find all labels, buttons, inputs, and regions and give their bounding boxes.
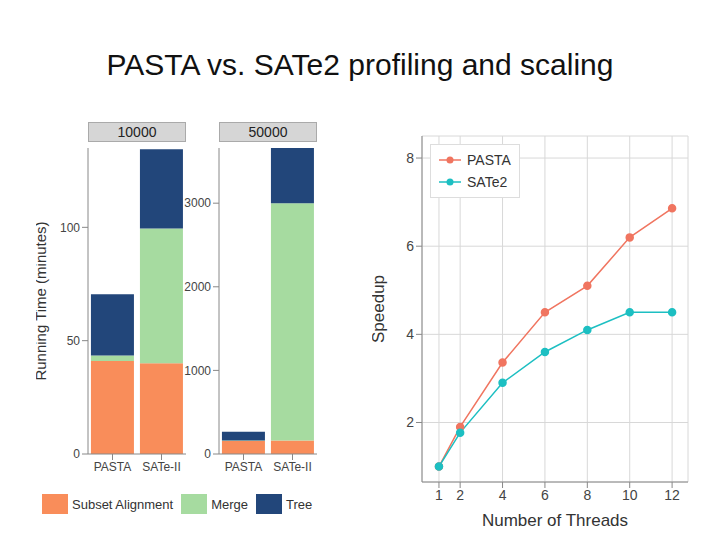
html-text:SATe2: SATe2 — [467, 174, 508, 190]
svg-text:4: 4 — [499, 487, 507, 503]
svg-text:1: 1 — [435, 487, 443, 503]
html-text:10000: 10000 — [117, 124, 157, 140]
svg-text:Running Time (minutes): Running Time (minutes) — [36, 221, 49, 380]
svg-text:2: 2 — [456, 487, 464, 503]
svg-text:Number of Threads: Number of Threads — [482, 511, 628, 528]
html-text:PASTA: PASTA — [467, 152, 511, 168]
svg-text:100: 100 — [60, 221, 80, 235]
svg-text:PASTA: PASTA — [94, 460, 132, 474]
svg-text:10: 10 — [622, 487, 638, 503]
svg-text:PASTA: PASTA — [225, 460, 263, 474]
svg-text:6: 6 — [406, 238, 414, 254]
svg-text:50: 50 — [67, 334, 81, 348]
html-text:Subset Alignment: Subset Alignment — [72, 496, 174, 512]
svg-text:8: 8 — [583, 487, 591, 503]
svg-text:SATe-II: SATe-II — [273, 460, 311, 474]
svg-text:6: 6 — [541, 487, 549, 503]
svg-text:4: 4 — [406, 326, 414, 342]
html-text:Merge: Merge — [211, 496, 248, 512]
svg-text:0: 0 — [73, 447, 80, 461]
svg-text:1000: 1000 — [184, 364, 211, 378]
svg-text:2000: 2000 — [184, 280, 211, 294]
svg-text:3000: 3000 — [184, 196, 211, 210]
svg-text:Speedup: Speedup — [372, 275, 388, 343]
svg-text:SATe-II: SATe-II — [142, 460, 180, 474]
svg-text:8: 8 — [406, 150, 414, 166]
html-text:Tree: Tree — [286, 496, 313, 512]
svg-text:0: 0 — [204, 447, 211, 461]
html-text:50000: 50000 — [248, 124, 288, 140]
html-text:PASTA vs. SATe2 profiling and: PASTA vs. SATe2 profiling and scaling — [106, 48, 614, 81]
svg-text:12: 12 — [664, 487, 680, 503]
svg-text:2: 2 — [406, 414, 414, 430]
